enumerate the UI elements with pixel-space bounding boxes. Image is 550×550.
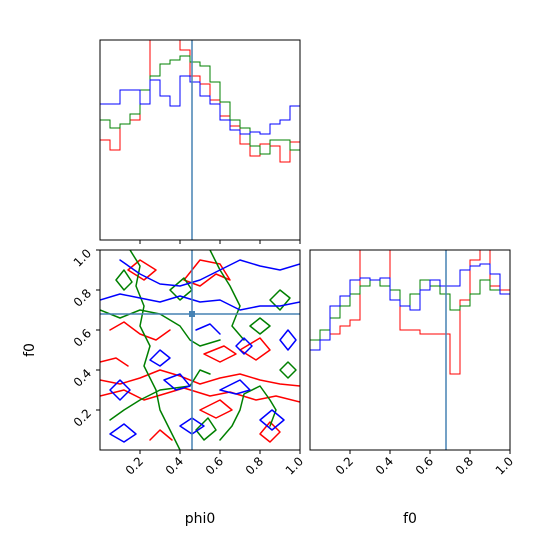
y-tick-label: 1.0 xyxy=(71,246,94,269)
x-tick-label: 1.0 xyxy=(283,454,306,477)
contour-line xyxy=(109,321,171,341)
contour-line xyxy=(279,329,297,351)
f0-histogram-panel: 0.2 0.4 0.6 0.8 1.0 xyxy=(309,249,516,478)
contour-line xyxy=(195,417,217,441)
y-tick-label: 0.6 xyxy=(71,326,94,349)
contour-line xyxy=(100,369,300,387)
y-tick-label: 0.8 xyxy=(71,286,94,309)
contour-line xyxy=(203,345,237,363)
contour-line xyxy=(249,317,271,335)
contour-line xyxy=(163,373,191,391)
contour-line xyxy=(149,349,171,367)
y-axis-label-f0: f0 xyxy=(22,343,38,357)
contour-line xyxy=(269,289,291,311)
contour-line xyxy=(259,409,285,431)
axes-frame xyxy=(309,249,511,451)
contour-line xyxy=(109,369,211,421)
hist-series-2 xyxy=(310,263,510,351)
x-tick-label: 0.4 xyxy=(373,454,396,477)
x-tick-label: 1.0 xyxy=(493,454,516,477)
hist-series-0 xyxy=(310,250,510,375)
contour-line xyxy=(119,259,300,287)
phi0-histogram-panel xyxy=(99,39,301,244)
y-tick-label: 0.4 xyxy=(71,366,94,389)
contour-line xyxy=(115,269,133,291)
contour-line xyxy=(219,385,277,441)
contour-line xyxy=(183,259,231,287)
hist-series-0 xyxy=(100,40,300,163)
hist-series-1 xyxy=(100,55,300,155)
truth-marker xyxy=(189,311,195,317)
contour-line xyxy=(149,429,173,441)
contour-line xyxy=(235,337,253,355)
contour-line xyxy=(100,387,300,403)
contour-line xyxy=(219,379,251,395)
axes-frame xyxy=(99,249,301,451)
y-tick-label: 0.2 xyxy=(71,406,94,429)
contour-line xyxy=(239,337,271,361)
hist-series-2 xyxy=(100,75,300,135)
x-axis-label-phi0: phi0 xyxy=(185,511,216,527)
contour-line xyxy=(100,309,221,347)
contour-line xyxy=(279,361,297,379)
x-tick-label: 0.2 xyxy=(333,454,356,477)
x-tick-label: 0.6 xyxy=(413,454,436,477)
contour-line xyxy=(195,323,221,335)
contour-line xyxy=(100,293,300,311)
contour-line xyxy=(199,399,233,419)
phi0-f0-contour-panel: 0.2 0.4 0.6 0.8 1.0 0.2 0.4 0.6 0.8 1.0 xyxy=(71,246,306,477)
x-tick-label: 0.8 xyxy=(453,454,476,477)
hist-series-1 xyxy=(310,279,510,341)
x-tick-label: 0.8 xyxy=(243,454,266,477)
x-tick-label: 0.2 xyxy=(123,454,146,477)
contour-line xyxy=(179,417,205,435)
axes-frame xyxy=(99,39,301,241)
contour-line xyxy=(109,423,137,443)
contour-line xyxy=(109,379,131,401)
contour-line xyxy=(129,250,181,450)
x-tick-label: 0.4 xyxy=(163,454,186,477)
x-tick-label: 0.6 xyxy=(203,454,226,477)
x-axis-label-f0: f0 xyxy=(403,511,417,527)
contour-line xyxy=(100,357,129,367)
contour-line xyxy=(127,259,157,281)
contour-line xyxy=(209,250,245,341)
